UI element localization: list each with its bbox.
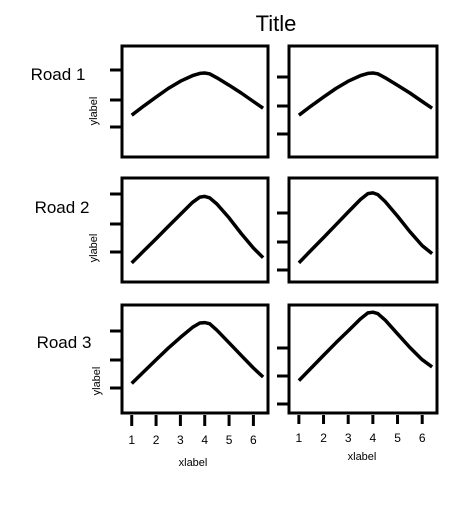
- x-tick-label-right-4: 4: [370, 431, 377, 445]
- panel-6-series-line: [297, 310, 434, 382]
- panel-5-frame: [120, 303, 270, 415]
- x-tick-label-right-5: 5: [394, 431, 401, 445]
- row-label-road-1: Road 1: [31, 65, 86, 84]
- x-tick-label-left-6: 6: [250, 433, 257, 447]
- x-tick-label-right-2: 2: [320, 431, 327, 445]
- panel-3-frame: [120, 176, 270, 284]
- x-axis-label-left: xlabel: [179, 457, 208, 469]
- panel-6-frame: [287, 303, 439, 415]
- panel-2-series-line: [297, 71, 434, 117]
- y-axis-label-row-3: ylabel: [91, 367, 103, 396]
- x-tick-label-left-1: 1: [128, 433, 135, 447]
- x-tick-label-left-4: 4: [201, 433, 208, 447]
- x-tick-label-left-3: 3: [177, 433, 184, 447]
- x-tick-label-left-2: 2: [153, 433, 160, 447]
- row-label-road-2: Road 2: [35, 198, 90, 217]
- x-tick-label-right-6: 6: [419, 431, 426, 445]
- panel-1-series-line: [130, 71, 265, 117]
- panel-5-series-line: [130, 320, 265, 385]
- panel-1-frame: [120, 44, 270, 159]
- row-label-road-3: Road 3: [37, 333, 92, 352]
- panels-layer: 1 2 3 4 5 6 1 2 3 4 5 6: [110, 44, 439, 447]
- panel-4-series-line: [297, 191, 434, 265]
- x-axis-label-right: xlabel: [348, 451, 377, 463]
- x-tick-label-right-3: 3: [345, 431, 352, 445]
- panel-2-frame: [287, 44, 439, 159]
- chart-title: Title: [256, 11, 297, 36]
- panel-4-frame: [287, 176, 439, 284]
- panel-3-series-line: [130, 194, 265, 265]
- y-axis-label-row-1: ylabel: [88, 97, 100, 126]
- x-tick-label-right-1: 1: [296, 431, 303, 445]
- y-axis-label-row-2: ylabel: [88, 234, 100, 263]
- x-tick-label-left-5: 5: [226, 433, 233, 447]
